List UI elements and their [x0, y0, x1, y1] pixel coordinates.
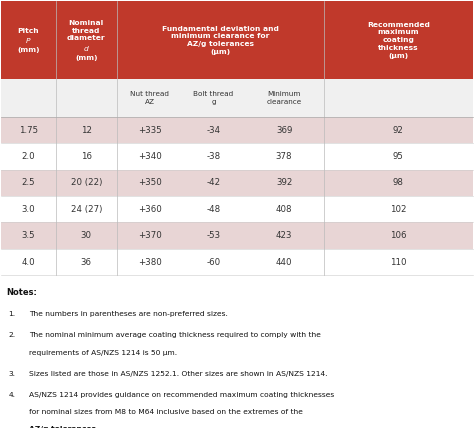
Text: Recommended
maximum
coating
thickness
(μm): Recommended maximum coating thickness (μ… [367, 22, 430, 59]
Text: -48: -48 [206, 205, 220, 214]
Bar [1, 196, 473, 223]
Text: 110: 110 [390, 258, 407, 267]
Text: -38: -38 [206, 152, 220, 161]
Text: 36: 36 [81, 258, 91, 267]
Text: 3.: 3. [9, 371, 16, 377]
Text: Sizes listed are those in AS/NZS 1252.1. Other sizes are shown in AS/NZS 1214.: Sizes listed are those in AS/NZS 1252.1.… [29, 371, 327, 377]
Text: 2.0: 2.0 [22, 152, 35, 161]
Text: 1.: 1. [9, 311, 16, 317]
Text: The numbers in parentheses are non-preferred sizes.: The numbers in parentheses are non-prefe… [29, 311, 228, 317]
Text: AZ/g tolerances.: AZ/g tolerances. [29, 426, 99, 428]
Text: -42: -42 [206, 178, 220, 187]
Text: 423: 423 [276, 231, 292, 240]
Bar [1, 79, 473, 117]
Text: +335: +335 [138, 126, 162, 135]
Text: -34: -34 [206, 126, 220, 135]
Text: Bolt thread
g: Bolt thread g [193, 91, 234, 105]
Text: 30: 30 [81, 231, 91, 240]
Text: requirements of AS/NZS 1214 is 50 μm.: requirements of AS/NZS 1214 is 50 μm. [29, 350, 177, 356]
Text: +370: +370 [138, 231, 162, 240]
Bar [1, 1, 473, 79]
Text: 106: 106 [390, 231, 407, 240]
Text: AS/NZS 1214 provides guidance on recommended maximum coating thicknesses: AS/NZS 1214 provides guidance on recomme… [29, 392, 334, 398]
Text: 16: 16 [81, 152, 91, 161]
Text: 1.75: 1.75 [19, 126, 38, 135]
Bar [1, 170, 473, 196]
Text: Fundamental deviation and
minimum clearance for
AZ/g tolerances
(μm): Fundamental deviation and minimum cleara… [162, 26, 279, 55]
Text: 369: 369 [276, 126, 292, 135]
Text: 408: 408 [276, 205, 292, 214]
Text: 102: 102 [390, 205, 407, 214]
Text: for nominal sizes from M8 to M64 inclusive based on the extremes of the: for nominal sizes from M8 to M64 inclusi… [29, 409, 302, 415]
Text: The nominal minimum average coating thickness required to comply with the: The nominal minimum average coating thic… [29, 332, 320, 338]
Text: Nominal
thread
diameter
$d$
(mm): Nominal thread diameter $d$ (mm) [67, 20, 106, 61]
Bar [1, 143, 473, 170]
Text: 12: 12 [81, 126, 91, 135]
Text: 3.5: 3.5 [22, 231, 35, 240]
Bar [1, 117, 473, 143]
Text: 2.5: 2.5 [22, 178, 35, 187]
Text: Minimum
clearance: Minimum clearance [266, 91, 302, 105]
Text: +380: +380 [138, 258, 162, 267]
Text: 440: 440 [276, 258, 292, 267]
Text: -53: -53 [206, 231, 220, 240]
Text: 95: 95 [393, 152, 404, 161]
Text: +340: +340 [138, 152, 162, 161]
Text: 92: 92 [393, 126, 404, 135]
Text: -60: -60 [206, 258, 220, 267]
Text: +350: +350 [138, 178, 162, 187]
Text: Nut thread
AZ: Nut thread AZ [130, 91, 169, 105]
Text: 3.0: 3.0 [22, 205, 35, 214]
Text: 4.: 4. [9, 392, 16, 398]
Text: 98: 98 [393, 178, 404, 187]
Text: Notes:: Notes: [6, 288, 37, 297]
Text: 2.: 2. [9, 332, 16, 338]
Text: 20 (22): 20 (22) [71, 178, 102, 187]
Bar [1, 249, 473, 275]
Text: Pitch
$P$
(mm): Pitch $P$ (mm) [17, 28, 40, 53]
Bar [1, 223, 473, 249]
Text: 392: 392 [276, 178, 292, 187]
Text: 378: 378 [276, 152, 292, 161]
Text: 24 (27): 24 (27) [71, 205, 102, 214]
Text: +360: +360 [138, 205, 162, 214]
Text: 4.0: 4.0 [22, 258, 35, 267]
